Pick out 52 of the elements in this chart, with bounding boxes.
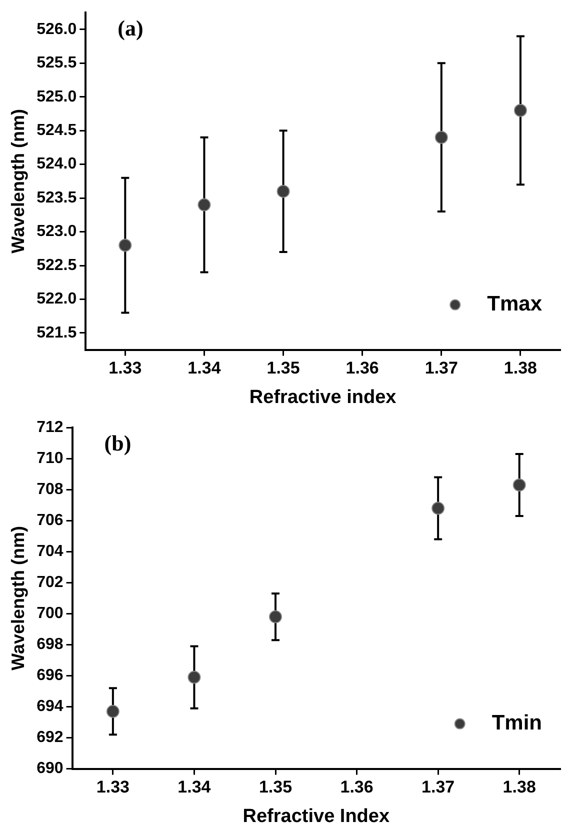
x-tick-label: 1.35 xyxy=(258,778,292,797)
x-axis-title: Refractive index xyxy=(249,386,397,408)
x-tick-label: 1.35 xyxy=(266,358,300,378)
point xyxy=(269,610,282,624)
x-tick-label: 1.37 xyxy=(422,778,455,797)
chart-title: (a) xyxy=(118,15,144,40)
x-tick-label: 1.38 xyxy=(504,358,538,378)
y-tick-label: 522.5 xyxy=(36,256,77,274)
point xyxy=(512,478,526,492)
point xyxy=(198,198,211,212)
y-tick-label: 525.0 xyxy=(36,88,77,106)
x-tick-label: 1.33 xyxy=(96,778,130,797)
y-tick-label: 712 xyxy=(36,419,64,436)
x-tick-label: 1.33 xyxy=(108,358,142,378)
point xyxy=(514,104,527,117)
x-tick-label: 1.37 xyxy=(424,358,458,378)
y-axis-title: Wavelength (nm) xyxy=(8,526,28,670)
y-tick-label: 694 xyxy=(36,698,64,716)
y-tick-label: 525.5 xyxy=(36,54,77,72)
legend-label: Tmin xyxy=(492,712,542,735)
y-tick-label: 710 xyxy=(36,450,64,468)
y-tick-label: 708 xyxy=(36,481,64,498)
y-tick-label: 702 xyxy=(36,574,64,592)
x-tick-label: 1.36 xyxy=(346,358,379,378)
y-axis-title: Wavelength (nm) xyxy=(8,109,28,254)
y-tick-label: 704 xyxy=(36,543,64,560)
y-tick-label: 524.0 xyxy=(36,156,77,173)
y-tick-label: 526.0 xyxy=(36,20,77,38)
y-tick-label: 696 xyxy=(36,667,64,684)
y-tick-label: 706 xyxy=(36,512,64,530)
y-tick-label: 524.5 xyxy=(36,122,77,140)
x-tick-label: 1.34 xyxy=(178,778,212,797)
x-tick-label: 1.36 xyxy=(340,778,374,797)
y-tick-label: 523.5 xyxy=(36,189,77,206)
point xyxy=(118,238,132,252)
y-tick-label: 522.0 xyxy=(36,290,77,308)
point xyxy=(106,704,120,718)
y-tick-label: 521.5 xyxy=(36,324,77,342)
y-tick-label: 523.0 xyxy=(36,223,77,240)
x-tick-label: 1.38 xyxy=(502,778,536,797)
y-tick-label: 698 xyxy=(36,636,64,654)
y-tick-label: 692 xyxy=(36,729,64,746)
point xyxy=(432,502,445,515)
point xyxy=(434,130,448,144)
x-tick-label: 1.34 xyxy=(188,358,222,378)
chart-title: (b) xyxy=(104,430,132,456)
y-tick-label: 690 xyxy=(36,760,64,778)
y-tick-label: 700 xyxy=(36,605,64,622)
point xyxy=(188,670,201,684)
legend-label: Tmax xyxy=(487,292,542,316)
x-axis-title: Refractive Index xyxy=(242,806,390,827)
point xyxy=(276,184,290,198)
